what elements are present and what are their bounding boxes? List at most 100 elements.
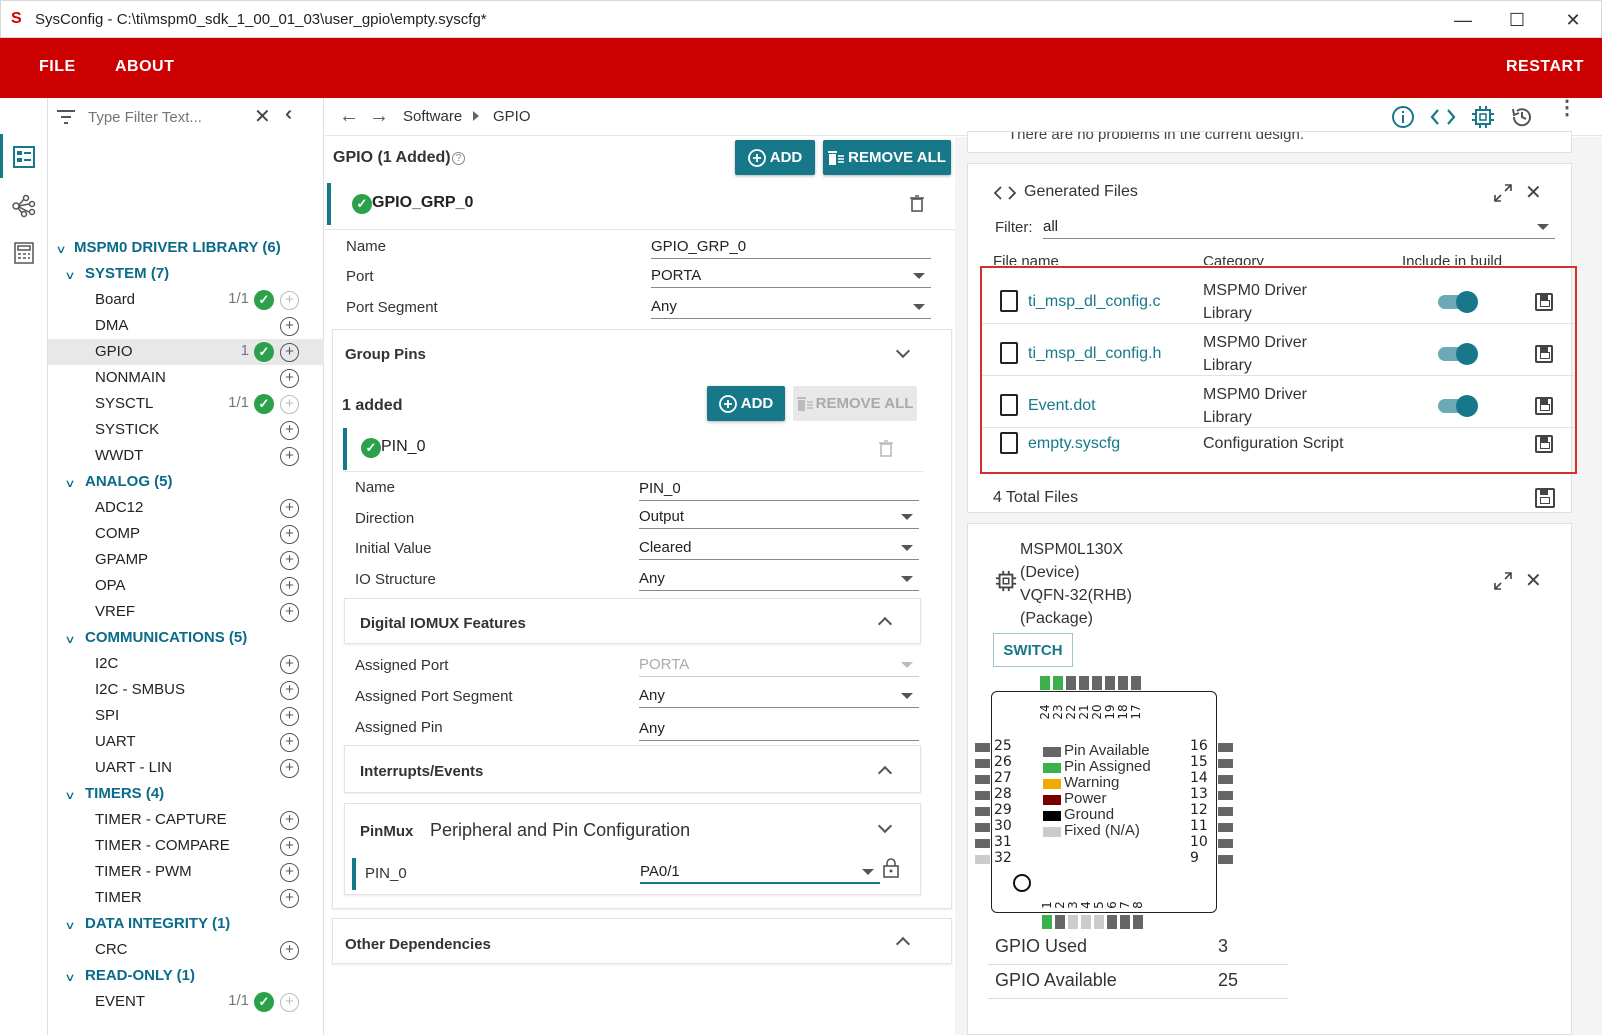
add-icon[interactable]: + (280, 759, 299, 778)
tree-item-vref[interactable]: VREF (95, 603, 136, 620)
pinmux-title[interactable]: PinMux (360, 823, 414, 840)
pin-23[interactable] (1053, 676, 1063, 690)
tree-cat-timers[interactable]: TIMERS (4) (85, 785, 165, 802)
pin-22[interactable] (1066, 676, 1076, 690)
tree-item-timer-pwm[interactable]: TIMER - PWM (95, 863, 192, 880)
gpio-add-button[interactable]: ADD (735, 140, 815, 175)
add-icon[interactable]: + (280, 603, 299, 622)
tree-item-spi[interactable]: SPI (95, 707, 120, 724)
direction-select[interactable]: Output (639, 507, 919, 529)
pin-13[interactable] (1218, 791, 1233, 800)
tree-item-i2c-smbus[interactable]: I2C - SMBUS (95, 681, 186, 698)
close-window-button[interactable]: ✕ (1565, 9, 1581, 30)
assigned-port-segment-select[interactable]: Any (639, 686, 919, 708)
group-pins-title[interactable]: Group Pins (345, 346, 426, 363)
add-icon[interactable]: + (280, 577, 299, 596)
tree-cat-analog[interactable]: ANALOG (5) (85, 473, 173, 490)
chevron-down-icon[interactable]: ∨ (64, 790, 76, 802)
pin-27[interactable] (975, 775, 990, 784)
add-icon[interactable]: + (280, 291, 299, 310)
tree-item-gpio[interactable]: GPIO (95, 343, 133, 360)
info-icon[interactable] (1391, 105, 1415, 129)
file-name-link[interactable]: ti_msp_dl_config.c (1028, 293, 1161, 310)
save-file-icon[interactable] (1535, 345, 1553, 363)
add-icon[interactable]: + (280, 733, 299, 752)
tree-item-systick[interactable]: SYSTICK (95, 421, 160, 438)
history-icon[interactable] (1510, 105, 1534, 129)
add-icon[interactable]: + (280, 941, 299, 960)
help-icon[interactable]: ? (452, 152, 465, 165)
add-icon[interactable]: + (280, 707, 299, 726)
interrupts-panel-header[interactable]: Interrupts/Events (344, 745, 921, 793)
pin-10[interactable] (1218, 839, 1233, 848)
pin-add-button[interactable]: ADD (707, 386, 785, 421)
port-segment-select[interactable]: Any (651, 297, 931, 319)
add-icon[interactable]: + (280, 681, 299, 700)
pin-19[interactable] (1105, 676, 1115, 690)
group-name[interactable]: GPIO_GRP_0 (372, 194, 474, 211)
chevron-up-icon[interactable] (895, 936, 911, 952)
chevron-down-icon[interactable]: ∨ (55, 244, 67, 256)
chevron-up-icon[interactable] (877, 616, 893, 632)
pin-29[interactable] (975, 807, 990, 816)
calculator-view-icon[interactable] (12, 242, 36, 266)
tree-item-uart-lin[interactable]: UART - LIN (95, 759, 172, 776)
chevron-down-icon[interactable]: ∨ (64, 920, 76, 932)
tree-item-timer[interactable]: TIMER (95, 889, 142, 906)
io-structure-select[interactable]: Any (639, 569, 919, 591)
pin-remove-all-button[interactable]: REMOVE ALL (793, 386, 917, 421)
delete-icon[interactable] (910, 195, 924, 212)
clear-filter-icon[interactable]: ✕ (254, 106, 271, 128)
add-icon[interactable]: + (280, 447, 299, 466)
save-all-icon[interactable] (1535, 488, 1555, 508)
tree-item-crc[interactable]: CRC (95, 941, 128, 958)
file-name-link[interactable]: Event.dot (1028, 397, 1096, 414)
pin-6[interactable] (1107, 915, 1117, 929)
file-name-link[interactable]: ti_msp_dl_config.h (1028, 345, 1162, 362)
add-icon[interactable]: + (280, 369, 299, 388)
add-icon[interactable]: + (280, 395, 299, 414)
menu-file[interactable]: FILE (39, 58, 76, 75)
menu-about[interactable]: ABOUT (115, 58, 175, 75)
port-select[interactable]: PORTA (651, 266, 931, 288)
hierarchy-view-icon[interactable] (12, 194, 36, 218)
assigned-pin-field[interactable]: Any (639, 719, 919, 741)
tree-item-timer-compare[interactable]: TIMER - COMPARE (95, 837, 230, 854)
tree-cat-read-only[interactable]: READ-ONLY (1) (85, 967, 196, 984)
pin-25[interactable] (975, 743, 990, 752)
collapse-panel-icon[interactable]: ‹‹ (285, 103, 294, 125)
more-options-icon[interactable]: ⋮ (1557, 97, 1577, 119)
breadcrumb-software[interactable]: Software (403, 108, 463, 125)
pin-15[interactable] (1218, 759, 1233, 768)
tree-item-i2c[interactable]: I2C (95, 655, 119, 672)
filter-input[interactable] (88, 106, 238, 128)
include-in-build-toggle[interactable] (1438, 343, 1478, 365)
include-in-build-toggle[interactable] (1438, 395, 1478, 417)
chip-view-icon[interactable] (1471, 105, 1495, 129)
pin-32[interactable] (975, 855, 990, 864)
pin-26[interactable] (975, 759, 990, 768)
gpio-remove-all-button[interactable]: REMOVE ALL (823, 140, 951, 175)
pin-18[interactable] (1118, 676, 1128, 690)
pin-8[interactable] (1133, 915, 1143, 929)
add-icon[interactable]: + (280, 889, 299, 908)
pin-17[interactable] (1131, 676, 1141, 690)
software-view-icon[interactable] (12, 146, 36, 170)
chevron-down-icon[interactable] (895, 343, 911, 359)
pin-24[interactable] (1040, 676, 1050, 690)
add-icon[interactable]: + (280, 655, 299, 674)
breadcrumb-gpio[interactable]: GPIO (493, 108, 531, 125)
pin-3[interactable] (1068, 915, 1078, 929)
add-icon[interactable]: + (280, 317, 299, 336)
delete-icon[interactable] (879, 440, 893, 457)
lock-icon[interactable] (883, 858, 899, 878)
add-icon[interactable]: + (280, 525, 299, 544)
code-view-icon[interactable] (1430, 107, 1456, 127)
add-icon[interactable]: + (280, 993, 299, 1012)
chevron-down-icon[interactable]: ∨ (64, 270, 76, 282)
tree-item-nonmain[interactable]: NONMAIN (95, 369, 166, 386)
tree-item-adc12[interactable]: ADC12 (95, 499, 144, 516)
chevron-down-icon[interactable]: ∨ (64, 478, 76, 490)
expand-icon[interactable] (1494, 572, 1512, 590)
tree-item-board[interactable]: Board (95, 291, 136, 308)
